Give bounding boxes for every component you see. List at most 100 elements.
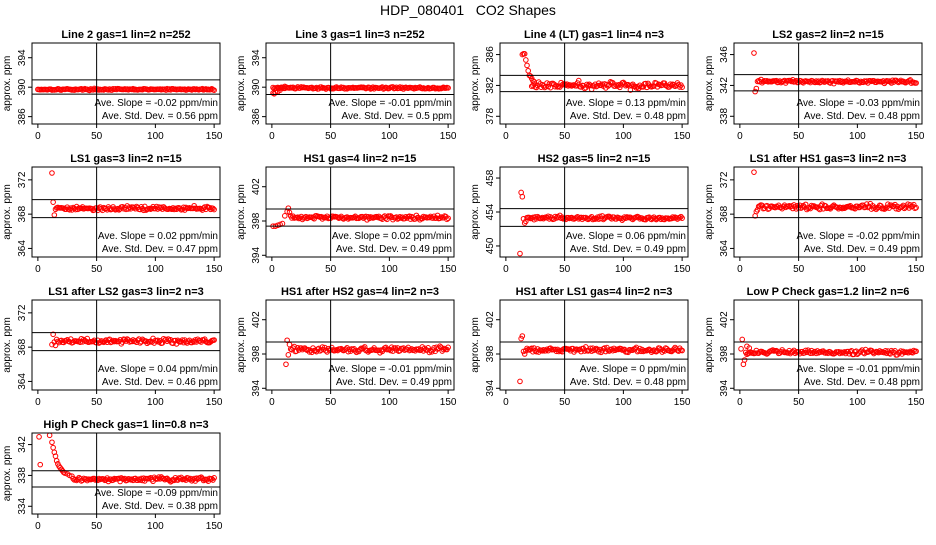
panel-title: Line 2 gas=1 lin=2 n=252 — [61, 29, 190, 41]
chart-panel: High P Check gas=1 lin=0.8 n=3 approx. pp… — [2, 419, 223, 532]
data-point — [605, 83, 611, 89]
y-tick-label: 364 — [17, 240, 28, 257]
data-point — [524, 62, 530, 69]
chart-panel: Low P Check gas=1.2 lin=2 n=6 approx. ppm… — [704, 286, 925, 408]
y-tick-label: 394 — [485, 380, 496, 397]
data-point — [291, 343, 298, 350]
x-tick-label: 150 — [206, 264, 223, 275]
slope-annotation: Ave. Slope = -0.01 ppm/min — [797, 364, 921, 375]
std-dev-annotation: Ave. Std. Dev. = 0.48 ppm — [570, 377, 686, 388]
data-point — [445, 344, 451, 351]
data-point — [526, 214, 533, 221]
x-tick-label: 0 — [737, 131, 743, 142]
slope-annotation: Ave. Slope = -0.09 ppm/min — [95, 488, 219, 499]
y-tick-label: 402 — [251, 311, 262, 328]
x-tick-label: 0 — [269, 131, 275, 142]
x-tick-label: 50 — [559, 131, 571, 142]
x-tick-label: 50 — [793, 264, 805, 275]
plot-frame — [733, 166, 923, 258]
plot-frame — [265, 42, 455, 125]
x-tick-label: 0 — [35, 397, 41, 408]
slope-annotation: Ave. Slope = 0 ppm/min — [580, 364, 686, 375]
data-point — [37, 461, 44, 468]
chart-panel: Line 2 gas=1 lin=2 n=252 approx. ppm 0 50 10… — [2, 29, 223, 142]
plot-frame — [499, 299, 689, 391]
points-layer — [270, 83, 451, 97]
y-tick-label: 364 — [719, 240, 730, 257]
plot-frame — [265, 166, 455, 258]
std-dev-annotation: Ave. Std. Dev. = 0.49 ppm — [804, 244, 920, 255]
x-tick-label: 100 — [147, 397, 164, 408]
data-point — [906, 349, 912, 356]
data-point — [520, 348, 527, 355]
points-layer — [270, 205, 451, 229]
x-tick-label: 50 — [559, 397, 571, 408]
data-point — [122, 336, 128, 343]
y-tick-label: 338 — [719, 108, 730, 125]
y-tick-label: 346 — [719, 46, 730, 63]
data-point — [63, 338, 69, 344]
data-point — [523, 57, 529, 63]
slope-annotation: Ave. Slope = 0.04 ppm/min — [98, 364, 218, 375]
x-tick-label: 150 — [908, 264, 925, 275]
y-tick-label: 390 — [17, 78, 28, 95]
std-dev-annotation: Ave. Std. Dev. = 0.49 ppm — [570, 244, 686, 255]
data-point — [839, 205, 845, 212]
slope-annotation: Ave. Slope = 0.13 ppm/min — [566, 98, 686, 109]
y-tick-label: 368 — [17, 205, 28, 222]
points-layer — [517, 333, 685, 385]
panel-title: LS1 gas=3 lin=2 n=15 — [70, 153, 182, 165]
points-layer — [517, 189, 685, 257]
y-tick-label: 386 — [251, 108, 262, 125]
data-point — [403, 213, 409, 220]
data-point — [437, 343, 443, 350]
data-point — [751, 169, 757, 175]
points-layer — [49, 170, 217, 218]
points-layer — [49, 331, 217, 349]
x-tick-label: 0 — [503, 131, 509, 142]
data-point — [440, 346, 447, 353]
data-point — [66, 472, 73, 479]
y-axis-label: approx. ppm — [2, 56, 13, 112]
plot-frame — [31, 42, 221, 125]
x-tick-label: 0 — [737, 397, 743, 408]
data-point — [50, 199, 56, 205]
data-point — [521, 351, 528, 357]
plot-frame — [265, 299, 455, 391]
points-layer — [283, 337, 451, 368]
data-point — [738, 346, 744, 352]
data-point — [519, 333, 526, 339]
plot-frame — [733, 299, 923, 391]
panel-title: HS1 gas=4 lin=2 n=15 — [304, 153, 417, 165]
slope-annotation: Ave. Slope = -0.02 ppm/min — [797, 231, 921, 242]
x-tick-label: 50 — [793, 397, 805, 408]
y-tick-label: 386 — [485, 46, 496, 63]
x-tick-label: 50 — [325, 131, 337, 142]
y-axis-label: approx. ppm — [470, 184, 481, 240]
data-point — [36, 434, 42, 440]
data-point — [880, 205, 887, 212]
y-axis-label: approx. ppm — [704, 184, 715, 240]
x-tick-label: 100 — [381, 131, 398, 142]
y-tick-label: 394 — [719, 380, 730, 397]
x-tick-label: 100 — [849, 264, 866, 275]
x-tick-label: 0 — [269, 397, 275, 408]
y-tick-label: 402 — [485, 311, 496, 328]
data-point — [211, 337, 217, 343]
data-point — [739, 336, 746, 343]
data-point — [799, 204, 805, 210]
x-tick-label: 50 — [91, 131, 103, 142]
std-dev-annotation: Ave. Std. Dev. = 0.49 ppm — [336, 377, 452, 388]
data-point — [590, 216, 596, 223]
std-dev-annotation: Ave. Std. Dev. = 0.48 ppm — [804, 111, 920, 122]
data-point — [814, 79, 821, 86]
chart-panel: LS2 gas=2 lin=2 n=15 approx. ppm 0 50 100 150… — [704, 29, 925, 142]
x-tick-label: 0 — [35, 131, 41, 142]
data-point — [856, 80, 863, 86]
y-tick-label: 398 — [719, 345, 730, 362]
panel-title: Line 4 (LT) gas=1 lin=4 n=3 — [524, 29, 664, 41]
x-tick-label: 100 — [615, 397, 632, 408]
y-tick-label: 394 — [17, 49, 28, 66]
